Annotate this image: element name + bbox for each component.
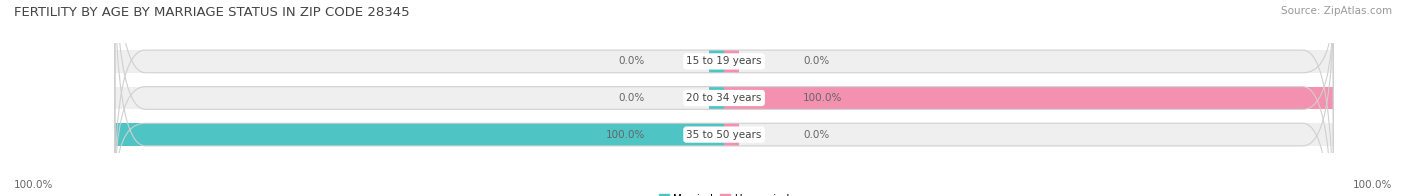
Text: 15 to 19 years: 15 to 19 years: [686, 56, 762, 66]
Bar: [724, 50, 740, 73]
Bar: [724, 123, 740, 146]
Bar: [115, 123, 1333, 146]
Text: 100.0%: 100.0%: [1353, 180, 1392, 190]
Text: 100.0%: 100.0%: [14, 180, 53, 190]
Bar: [724, 87, 1333, 109]
Text: 0.0%: 0.0%: [803, 56, 830, 66]
Text: 100.0%: 100.0%: [606, 130, 645, 140]
Bar: [115, 50, 1333, 73]
Bar: [709, 50, 724, 73]
Text: 100.0%: 100.0%: [803, 93, 842, 103]
Text: 0.0%: 0.0%: [619, 56, 645, 66]
Bar: [115, 123, 724, 146]
Bar: [709, 87, 724, 109]
Text: 35 to 50 years: 35 to 50 years: [686, 130, 762, 140]
Text: Source: ZipAtlas.com: Source: ZipAtlas.com: [1281, 6, 1392, 16]
Text: FERTILITY BY AGE BY MARRIAGE STATUS IN ZIP CODE 28345: FERTILITY BY AGE BY MARRIAGE STATUS IN Z…: [14, 6, 409, 19]
Text: 20 to 34 years: 20 to 34 years: [686, 93, 762, 103]
Text: 0.0%: 0.0%: [803, 130, 830, 140]
Bar: [115, 87, 1333, 109]
Text: 0.0%: 0.0%: [619, 93, 645, 103]
Legend: Married, Unmarried: Married, Unmarried: [655, 190, 793, 196]
